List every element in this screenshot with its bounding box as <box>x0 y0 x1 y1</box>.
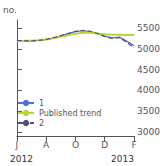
svg-text:2012: 2012 <box>10 154 33 164</box>
svg-text:3000: 3000 <box>137 127 160 137</box>
svg-text:D: D <box>101 140 108 150</box>
svg-text:A: A <box>43 140 50 150</box>
svg-text:1: 1 <box>39 99 44 108</box>
svg-text:4000: 4000 <box>137 85 160 95</box>
svg-text:O: O <box>72 140 79 150</box>
svg-text:Published trend: Published trend <box>39 109 101 118</box>
svg-text:no.: no. <box>3 5 17 15</box>
svg-text:3500: 3500 <box>137 106 160 116</box>
svg-text:J: J <box>15 140 19 150</box>
svg-text:4500: 4500 <box>137 65 160 75</box>
svg-text:F: F <box>131 140 136 150</box>
svg-text:2: 2 <box>39 119 44 128</box>
svg-text:5500: 5500 <box>137 23 160 33</box>
svg-text:2013: 2013 <box>111 154 134 164</box>
svg-text:5000: 5000 <box>137 44 160 54</box>
